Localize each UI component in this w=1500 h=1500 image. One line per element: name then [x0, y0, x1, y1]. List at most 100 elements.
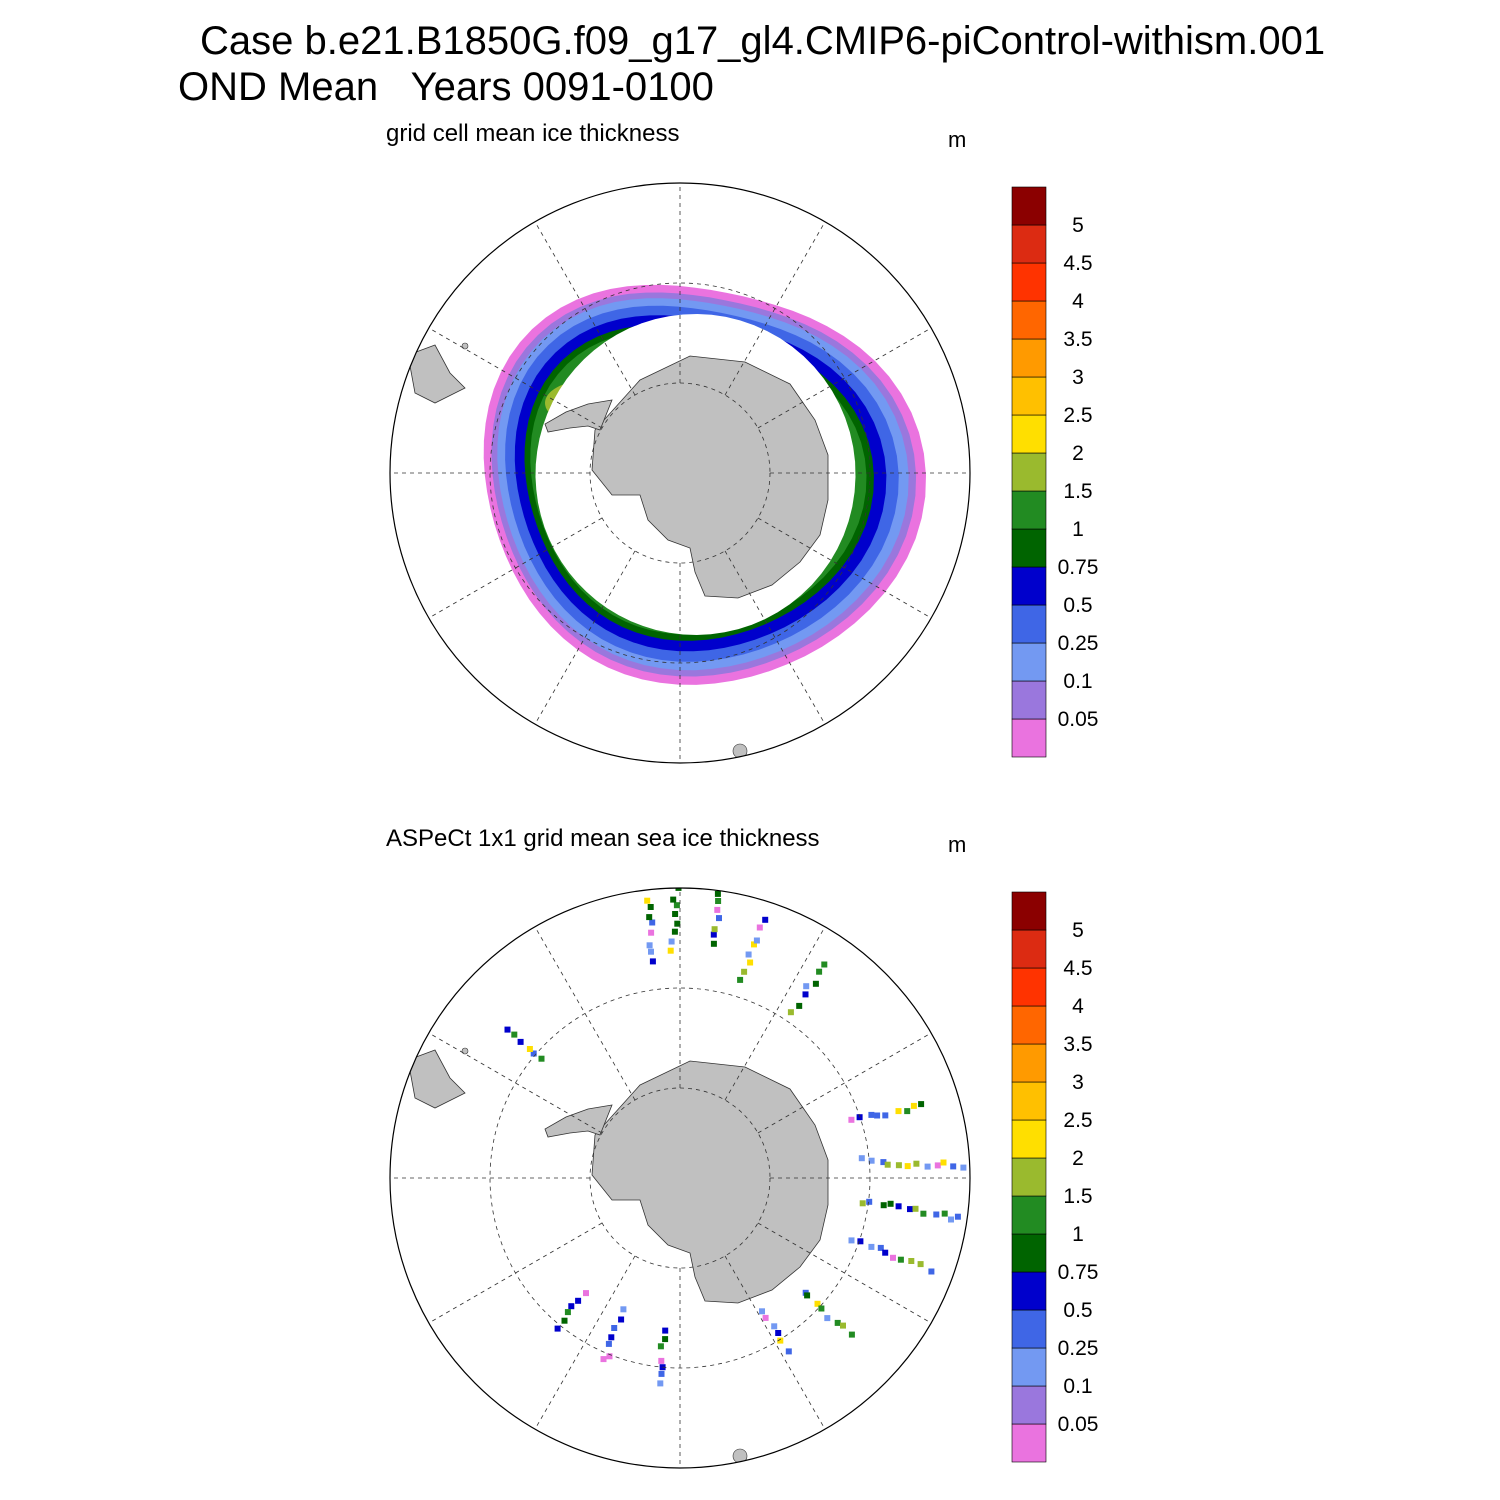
- colorbar-tick-label: 0.1: [1063, 670, 1092, 693]
- falkland-islands: [461, 342, 469, 350]
- map-boundary: [389, 182, 971, 764]
- observation-cell: [928, 1268, 935, 1275]
- colorbar-tick-label: 4: [1072, 995, 1084, 1018]
- colorbar-swatch: [1011, 566, 1047, 606]
- observation-cell: [858, 1155, 865, 1162]
- colorbar-swatch: [1011, 1043, 1047, 1083]
- observation-cell: [649, 958, 656, 965]
- colorbar-tick-label: 2: [1072, 1147, 1084, 1170]
- panel-1-units: m: [948, 127, 967, 152]
- colorbar-tick-label: 0.05: [1058, 708, 1099, 731]
- colorbar-tick-label: 2.5: [1063, 1109, 1092, 1132]
- observation-cell: [877, 1244, 884, 1251]
- colorbar-tick-label: 0.75: [1058, 556, 1099, 579]
- observation-cell: [895, 1203, 902, 1210]
- observation-cell: [887, 1200, 894, 1207]
- observation-cell: [611, 1325, 618, 1331]
- colorbar-swatch: [1011, 1005, 1047, 1045]
- observation-cell: [647, 904, 654, 910]
- observation-cell: [904, 1108, 911, 1115]
- observation-cell: [673, 902, 680, 909]
- observation-cell: [561, 1317, 568, 1324]
- observation-cell: [787, 1009, 794, 1016]
- meridian-line: [428, 1222, 603, 1324]
- colorbar-tick-label: 0.75: [1058, 1261, 1099, 1284]
- colorbar-swatch: [1011, 376, 1047, 416]
- colorbar-swatch: [1011, 452, 1047, 492]
- observation-cell: [857, 1238, 864, 1245]
- observation-cell: [583, 1290, 589, 1297]
- observation-cell: [913, 1160, 920, 1167]
- meridian-line: [724, 926, 826, 1101]
- meridian-line: [757, 1222, 932, 1324]
- colorbar-tick-label: 2.5: [1063, 404, 1092, 427]
- colorbar-swatch: [1011, 1309, 1047, 1349]
- observation-cell: [714, 890, 721, 897]
- colorbar-swatch: [1011, 680, 1047, 720]
- observation-cell: [917, 1261, 924, 1268]
- colorbar-tick-label: 0.1: [1063, 1375, 1092, 1398]
- observation-cell: [606, 1353, 613, 1360]
- observation-cell: [710, 940, 717, 947]
- observation-cell: [568, 1303, 575, 1310]
- observation-cell: [818, 1305, 825, 1312]
- observation-cell: [538, 1055, 545, 1062]
- observation-cell: [658, 1370, 665, 1377]
- observation-cell: [517, 1038, 524, 1045]
- observation-cell: [646, 942, 653, 949]
- map-clip-model: [407, 284, 926, 759]
- south-america-land: [407, 1049, 466, 1109]
- observation-cell: [934, 1162, 941, 1169]
- observation-cell: [710, 931, 717, 938]
- observation-cell: [668, 938, 675, 945]
- observation-cell: [657, 1343, 664, 1350]
- observation-cell: [910, 1102, 917, 1109]
- observation-cell: [716, 888, 723, 889]
- colorbar-swatch: [1011, 967, 1047, 1007]
- south-america-land: [407, 344, 466, 404]
- meridian-line: [757, 517, 932, 619]
- observation-cell: [785, 1348, 792, 1355]
- meridian-line: [534, 550, 636, 725]
- colorbar-tick-label: 3: [1072, 1071, 1084, 1094]
- colorbar-swatch: [1011, 891, 1047, 931]
- colorbar-swatch: [1011, 490, 1047, 530]
- observation-cell: [618, 1316, 625, 1323]
- observation-cell: [530, 1050, 537, 1057]
- observation-cell: [716, 915, 722, 922]
- observation-cell: [670, 896, 677, 903]
- colorbar-swatch: [1011, 1423, 1047, 1463]
- observation-cell: [672, 911, 679, 917]
- observation-cell: [671, 928, 678, 935]
- observation-cell: [674, 876, 680, 882]
- observation-cell: [751, 941, 757, 948]
- observation-cell: [821, 961, 828, 968]
- observation-cell: [824, 1315, 831, 1322]
- colorbar-tick-label: 0.25: [1058, 1337, 1099, 1360]
- map-panel-observations: [389, 876, 971, 1469]
- observation-cell: [895, 1162, 902, 1169]
- observation-cell: [674, 920, 681, 927]
- observation-cell: [747, 959, 754, 966]
- observation-cell: [753, 937, 760, 944]
- observation-cell: [940, 1159, 947, 1166]
- observation-cell: [941, 1210, 948, 1217]
- observation-cell: [814, 1300, 821, 1307]
- observation-cell: [848, 1116, 855, 1123]
- panel-2-units: m: [948, 832, 967, 857]
- colorbar-tick-label: 0.25: [1058, 632, 1099, 655]
- map-panel-model: [389, 182, 971, 764]
- colorbar-tick-label: 5: [1072, 919, 1084, 942]
- observation-cell: [745, 951, 752, 958]
- observation-cell: [796, 1002, 803, 1009]
- colorbar-swatch: [1011, 642, 1047, 682]
- colorbar-swatch: [1011, 929, 1047, 969]
- observation-cell: [714, 906, 721, 913]
- colorbar-swatch: [1011, 1271, 1047, 1311]
- meridian-line: [724, 221, 826, 396]
- observation-cell: [564, 1309, 571, 1316]
- observation-cell: [948, 1216, 954, 1223]
- observation-cell: [803, 983, 810, 990]
- colorbar-tick-label: 4: [1072, 290, 1084, 313]
